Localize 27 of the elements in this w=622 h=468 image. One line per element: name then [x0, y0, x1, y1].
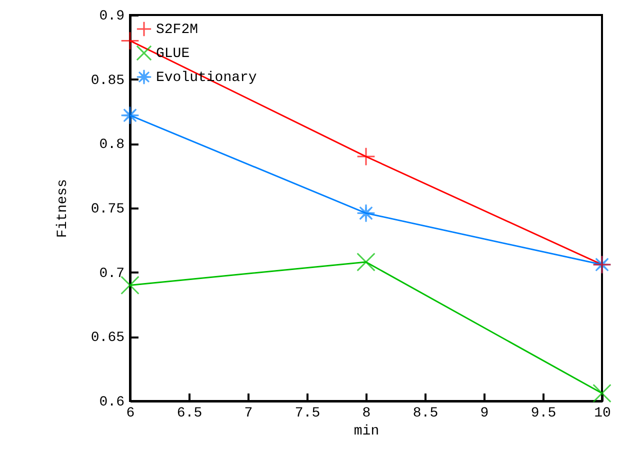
x-tick-label: 8 — [362, 406, 371, 422]
x-tick-label: 7.5 — [294, 406, 320, 422]
y-tick-label: 0.7 — [99, 266, 124, 282]
point — [120, 106, 140, 125]
x-tick-label: 7 — [244, 406, 253, 422]
x-tick-label: 8.5 — [412, 406, 438, 422]
y-tick-label: 0.85 — [90, 72, 124, 89]
point — [356, 147, 376, 166]
point — [592, 384, 612, 403]
legend-label: GLUE — [156, 46, 190, 62]
x-tick-label: 10 — [594, 406, 611, 422]
x-tick-label: 6 — [126, 406, 135, 422]
y-tick-label: 0.65 — [90, 330, 124, 346]
x-axis-title: min — [354, 424, 380, 440]
point — [120, 276, 140, 295]
x-tick-label: 6.5 — [176, 406, 202, 422]
point — [120, 31, 140, 50]
y-tick-label: 0.75 — [90, 202, 124, 218]
y-tick-label: 0.8 — [99, 137, 124, 154]
point — [356, 252, 376, 272]
x-tick-label: 9.5 — [530, 406, 556, 422]
y-tick-label: 0.6 — [99, 394, 124, 410]
y-axis-title: Fitness — [54, 179, 71, 238]
point — [356, 204, 376, 223]
y-tick-label: 0.9 — [99, 8, 124, 24]
legend-label: S2F2M — [156, 22, 198, 38]
x-tick-label: 9 — [480, 406, 489, 422]
